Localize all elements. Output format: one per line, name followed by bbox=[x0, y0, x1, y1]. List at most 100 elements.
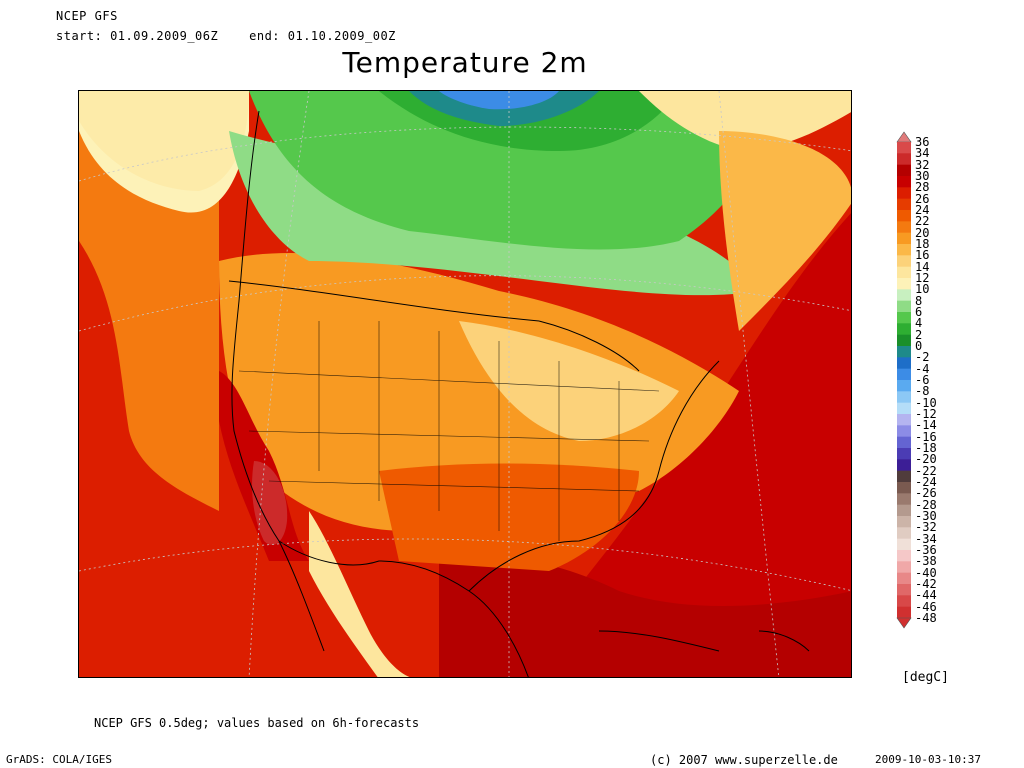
colorbar-label: -48 bbox=[915, 611, 937, 625]
colorbar-label: 18 bbox=[915, 237, 930, 251]
colorbar-swatch bbox=[897, 516, 911, 528]
colorbar-swatch bbox=[897, 210, 911, 222]
colorbar-swatch bbox=[897, 312, 911, 324]
field-mexico-highlands bbox=[309, 511, 410, 677]
colorbar-swatch bbox=[897, 493, 911, 506]
colorbar-label: 36 bbox=[915, 135, 930, 149]
colorbar-swatch bbox=[897, 278, 911, 290]
colorbar-swatch bbox=[897, 368, 911, 381]
field-pacific-lightyellow bbox=[79, 91, 249, 191]
colorbar-swatch bbox=[897, 346, 911, 358]
colorbar-label: -30 bbox=[915, 509, 937, 523]
colorbar-swatch bbox=[897, 187, 911, 200]
colorbar-swatch bbox=[897, 606, 911, 619]
data-note: NCEP GFS 0.5deg; values based on 6h-fore… bbox=[94, 716, 420, 730]
colorbar-label: -28 bbox=[915, 497, 937, 512]
colorbar-label: 32 bbox=[915, 157, 930, 172]
timestamp: 2009-10-03-10:37 bbox=[875, 753, 981, 766]
colorbar-swatch bbox=[897, 391, 911, 404]
temperature-map bbox=[78, 90, 852, 678]
colorbar-swatch bbox=[897, 300, 911, 313]
colorbar-label: -44 bbox=[915, 588, 937, 603]
colorbar-label: -8 bbox=[915, 384, 930, 399]
colorbar-swatch bbox=[897, 357, 911, 370]
colorbar-swatch bbox=[897, 380, 911, 392]
colorbar-label: -10 bbox=[915, 395, 937, 410]
colorbar-label: -6 bbox=[915, 373, 930, 387]
field-gulf bbox=[439, 557, 851, 677]
colorbar-swatch bbox=[897, 584, 911, 596]
colorbar-label: -26 bbox=[915, 486, 937, 501]
colorbar-swatch bbox=[897, 232, 911, 245]
colorbar-swatch bbox=[897, 164, 911, 177]
colorbar-top-arrow bbox=[896, 131, 912, 143]
colorbar-label: -46 bbox=[915, 599, 937, 614]
colorbar-label: -34 bbox=[915, 531, 937, 546]
colorbar-swatch bbox=[897, 538, 911, 551]
colorbar-label: 6 bbox=[915, 305, 923, 319]
start-time: start: 01.09.2009_06Z bbox=[56, 29, 219, 43]
colorbar-bottom-arrow bbox=[896, 617, 912, 629]
colorbar-label: 16 bbox=[915, 248, 930, 263]
field-arctic-blue bbox=[439, 91, 559, 110]
colorbar-label: -14 bbox=[915, 418, 937, 433]
end-time: end: 01.10.2009_00Z bbox=[249, 29, 396, 43]
field-land-east-yellow bbox=[459, 321, 679, 441]
colorbar-swatch bbox=[897, 323, 911, 336]
colorbar-label: 30 bbox=[915, 169, 930, 183]
map-title: Temperature 2m bbox=[342, 46, 588, 79]
colorbar-swatch bbox=[897, 550, 911, 562]
colorbar-swatch bbox=[897, 266, 911, 279]
colorbar-swatch bbox=[897, 425, 911, 438]
colorbar-swatch bbox=[897, 402, 911, 415]
colorbar-label: -4 bbox=[915, 361, 930, 376]
colorbar-swatch bbox=[897, 244, 911, 256]
colorbar-swatch bbox=[897, 221, 911, 234]
colorbar-swatch bbox=[897, 255, 911, 268]
colorbar-swatch bbox=[897, 561, 911, 574]
colorbar-label: 34 bbox=[915, 146, 930, 161]
colorbar-label: 14 bbox=[915, 259, 930, 274]
colorbar-label: 2 bbox=[915, 327, 923, 342]
colorbar-label: -40 bbox=[915, 565, 937, 580]
colorbar-label: -16 bbox=[915, 429, 937, 444]
colorbar-label: -38 bbox=[915, 554, 937, 569]
colorbar-label: -24 bbox=[915, 475, 937, 489]
colorbar-label: 28 bbox=[915, 180, 930, 195]
colorbar-swatch bbox=[897, 198, 911, 211]
field-greenland bbox=[639, 91, 851, 151]
colorbar-swatch bbox=[897, 414, 911, 426]
state-borders bbox=[238, 321, 660, 541]
graticule bbox=[79, 91, 851, 677]
colorbar-swatch bbox=[897, 436, 911, 449]
colorbar-swatch bbox=[897, 334, 911, 347]
field-ocean-east bbox=[559, 213, 851, 677]
colorbar-label: 4 bbox=[915, 316, 923, 331]
colorbar-label: 26 bbox=[915, 191, 930, 206]
colorbar-label: -18 bbox=[915, 441, 937, 455]
colorbar-label: 0 bbox=[915, 339, 923, 353]
colorbar-label: 10 bbox=[915, 282, 930, 297]
grads-credit: GrADS: COLA/IGES bbox=[6, 753, 112, 766]
colorbar-swatch bbox=[897, 527, 911, 540]
colorbar-label: -36 bbox=[915, 543, 937, 557]
colorbar: 36 34 32 30 28 26 24 22 20 18 16 14 12 10 8 6 4 2 0 -2 -4 -6-… bbox=[893, 130, 953, 630]
colorbar-label: -20 bbox=[915, 452, 937, 467]
colorbar-swatch bbox=[897, 459, 911, 472]
colorbar-swatch bbox=[897, 448, 911, 460]
field-atlantic-yellow bbox=[719, 131, 851, 331]
colorbar-swatch bbox=[897, 504, 911, 517]
colorbar-label: -42 bbox=[915, 577, 937, 591]
colorbar-label: 12 bbox=[915, 271, 930, 285]
colorbar-label: 20 bbox=[915, 225, 930, 240]
colorbar-swatch bbox=[897, 142, 911, 154]
colorbar-label: -2 bbox=[915, 350, 930, 365]
colorbar-label: -12 bbox=[915, 407, 937, 421]
colorbar-swatch bbox=[897, 470, 911, 483]
colorbar-swatch bbox=[897, 595, 911, 608]
field-desert-hot bbox=[252, 461, 288, 545]
copyright: (c) 2007 www.superzelle.de bbox=[650, 753, 838, 767]
colorbar-label: -22 bbox=[915, 463, 937, 478]
model-source: NCEP GFS bbox=[56, 9, 118, 23]
colorbar-label: 24 bbox=[915, 203, 930, 217]
